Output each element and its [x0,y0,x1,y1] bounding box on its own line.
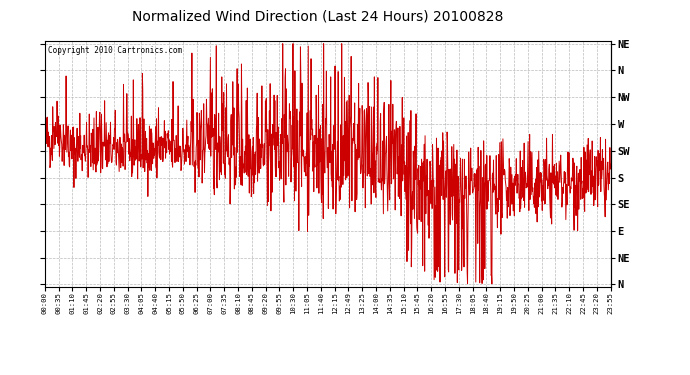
Text: Copyright 2010 Cartronics.com: Copyright 2010 Cartronics.com [48,46,181,55]
Text: Normalized Wind Direction (Last 24 Hours) 20100828: Normalized Wind Direction (Last 24 Hours… [132,9,503,23]
